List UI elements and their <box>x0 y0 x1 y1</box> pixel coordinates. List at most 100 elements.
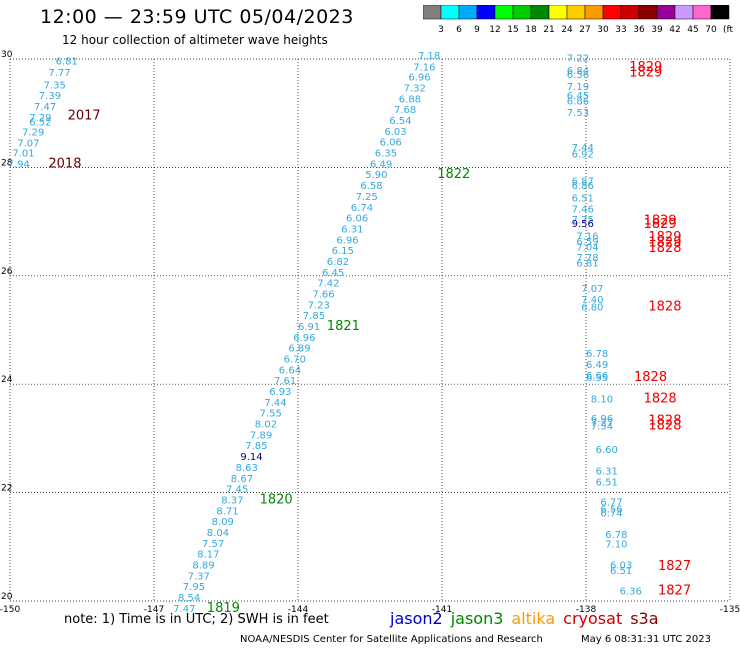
pass-time-label: 1828 <box>648 299 681 314</box>
wave-height-label: 6.56 <box>567 70 589 81</box>
wave-height-label: 6.58 <box>360 181 382 192</box>
wave-height-label: 6.96 <box>336 235 358 246</box>
y-tick-label: 22 <box>1 484 12 494</box>
wave-height-label: 6.51 <box>596 478 618 489</box>
wave-height-label: 6.77 <box>600 498 622 509</box>
wave-height-label: 7.55 <box>260 409 282 420</box>
legend-item-s3a: s3a <box>630 609 659 628</box>
wave-height-label: 6.56 <box>600 505 622 516</box>
color-scale-label: 42 <box>669 25 680 35</box>
wave-height-label: 6.74 <box>600 508 622 519</box>
pass-time-label: 1829 <box>648 236 681 251</box>
wave-height-label: 7.16 <box>576 231 598 242</box>
wave-height-label: 6.86 <box>572 181 594 192</box>
wave-height-label: 7.27 <box>591 418 613 429</box>
wave-height-label: 7.57 <box>202 539 224 550</box>
y-tick-label: 28 <box>1 158 13 168</box>
wave-height-label: 6.78 <box>605 530 627 541</box>
wave-height-label: 6.64 <box>279 365 301 376</box>
wave-height-label: 9.56 <box>572 219 594 230</box>
wave-height-label: 7.40 <box>581 295 603 306</box>
wave-height-label: 7.01 <box>12 149 34 160</box>
wave-height-label: 6.06 <box>346 214 368 225</box>
wave-height-label: 7.85 <box>303 311 325 322</box>
wave-height-label: 6.96 <box>408 73 430 84</box>
pass-time-label: 1828 <box>648 413 681 428</box>
wave-height-label: 7.16 <box>413 62 435 73</box>
wave-height-label: 6.78 <box>586 349 608 360</box>
color-scale-label: 12 <box>489 25 500 35</box>
pass-time-label: 1829 <box>644 217 677 232</box>
wave-height-label: 6.81 <box>56 56 78 67</box>
wave-height-label: 6.15 <box>332 246 354 257</box>
wave-height-label: 8.71 <box>216 506 238 517</box>
wave-height-label: 6.96 <box>293 333 315 344</box>
wave-height-label: 8.09 <box>212 517 234 528</box>
wave-height-label: 6.92 <box>572 150 594 161</box>
wave-height-label: 6.51 <box>610 566 632 577</box>
wave-height-label: 8.04 <box>207 528 229 539</box>
color-scale-label: 24 <box>561 25 573 35</box>
pass-time-label: 1828 <box>634 370 667 385</box>
color-scale-label: 33 <box>615 25 626 35</box>
pass-time-label: 1829 <box>629 65 662 80</box>
satellite-legend: jason2 jason3 altika cryosat s3a <box>390 609 667 628</box>
y-tick-label: 30 <box>1 50 13 60</box>
wave-height-label: 7.85 <box>245 441 267 452</box>
x-tick-label: -147 <box>144 605 164 615</box>
wave-height-label: 8.63 <box>236 463 258 474</box>
wave-height-label: 8.02 <box>255 420 277 431</box>
wave-height-label: 7.19 <box>567 82 589 93</box>
wave-height-label: 7.37 <box>188 571 210 582</box>
wave-height-label: 5.90 <box>365 170 387 181</box>
wave-height-label: 6.52 <box>29 118 51 129</box>
wave-height-label: 6.82 <box>327 257 349 268</box>
wave-height-label: 6.84 <box>567 66 589 77</box>
color-scale-label: 6 <box>456 25 462 35</box>
wave-height-label: 6.70 <box>284 355 306 366</box>
y-tick-label: 26 <box>1 267 13 277</box>
wave-height-label: 7.07 <box>17 138 39 149</box>
wave-height-label: 6.74 <box>351 203 373 214</box>
wave-height-label: 6.35 <box>586 373 608 384</box>
wave-height-label: 7.75 <box>572 215 594 226</box>
wave-height-label: 7.18 <box>418 51 440 62</box>
wave-height-label: 6.06 <box>380 138 402 149</box>
wave-height-label: 6.87 <box>572 177 594 188</box>
wave-height-label: 7.25 <box>356 192 378 203</box>
wave-height-label: 6.60 <box>596 445 618 456</box>
units-note: note: 1) Time is in UTC; 2) SWH is in fe… <box>64 612 329 627</box>
wave-height-label: 8.89 <box>192 560 214 571</box>
wave-height-label: 7.61 <box>274 376 296 387</box>
color-scale-label: 27 <box>579 25 590 35</box>
wave-height-label: 8.67 <box>231 474 253 485</box>
wave-height-label: 7.46 <box>572 204 594 215</box>
wave-height-label: 7.04 <box>576 242 598 253</box>
wave-height-label: 6.45 <box>567 91 589 102</box>
color-scale-unit: (ft) <box>723 25 733 35</box>
wave-height-label: 7.68 <box>394 105 416 116</box>
pass-time-label: 1822 <box>437 167 470 182</box>
pass-time-label: 1828 <box>644 392 677 407</box>
wave-height-label: 8.10 <box>591 395 613 406</box>
color-scale-label: 36 <box>633 25 645 35</box>
wave-height-label: 7.32 <box>404 84 426 95</box>
color-swatch <box>710 5 730 20</box>
wave-height-label: 7.95 <box>183 582 205 593</box>
wave-height-label: 7.07 <box>581 284 603 295</box>
wave-height-label: 6.93 <box>269 387 291 398</box>
legend-item-cryosat: cryosat <box>563 609 623 628</box>
wave-height-label: 6.66 <box>586 371 608 382</box>
wave-height-label: 6.45 <box>322 268 344 279</box>
wave-height-label: 6.59 <box>576 237 598 248</box>
wave-height-label: 6.03 <box>384 127 406 138</box>
wave-height-label: 8.17 <box>197 550 219 561</box>
color-scale-label: 30 <box>597 25 609 35</box>
wave-height-label: 6.80 <box>581 302 603 313</box>
wave-height-label: 6.36 <box>620 586 642 597</box>
wave-height-label: 7.44 <box>572 143 594 154</box>
pass-time-label: 1819 <box>207 601 240 616</box>
wave-height-label: 6.81 <box>576 259 598 270</box>
wave-height-label: 7.35 <box>44 80 66 91</box>
